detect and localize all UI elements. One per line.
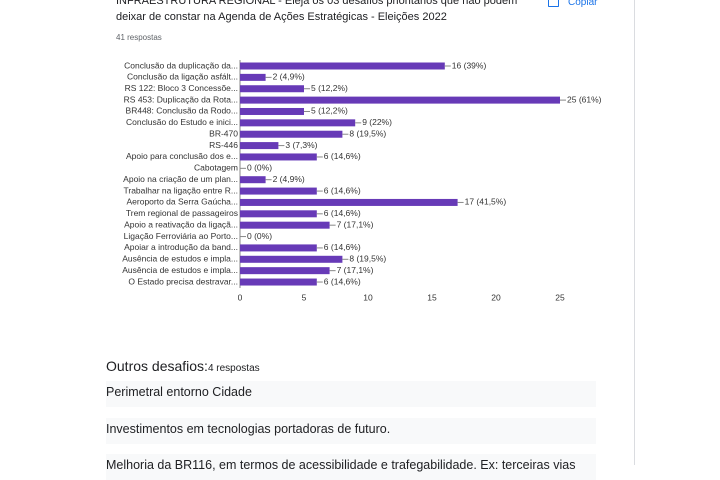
value-label: 3 (7,3%): [285, 140, 317, 150]
value-label: 6 (14,6%): [324, 276, 361, 286]
value-label: 7 (17,1%): [337, 219, 374, 229]
bar: [240, 107, 304, 115]
value-label: 7 (17,1%): [337, 265, 374, 275]
y-tick-label: Conclusão do Estudo e inici...: [126, 117, 238, 127]
bar: [240, 130, 343, 138]
other-title: Outros desafios:4 respostas: [106, 358, 260, 374]
x-tick-label: 20: [491, 292, 501, 302]
x-tick-label: 5: [302, 292, 307, 302]
value-label: 0 (0%): [247, 231, 272, 241]
bar: [240, 198, 458, 206]
value-label: 2 (4,9%): [273, 72, 305, 82]
y-tick-label: Apoio a reativação da ligaçã...: [124, 219, 238, 229]
other-title-text: Outros desafios:: [106, 358, 208, 374]
x-tick-label: 0: [238, 292, 243, 302]
bar: [240, 244, 317, 252]
y-tick-label: Ausência de estudos e impla...: [122, 254, 238, 264]
value-label: 5 (12,2%): [311, 83, 348, 93]
value-label: 0 (0%): [247, 163, 272, 173]
answer: Melhoria da BR116, em termos de acessibi…: [106, 454, 596, 480]
value-label: 8 (19,5%): [349, 254, 386, 264]
value-label: 17 (41,5%): [465, 197, 507, 207]
y-tick-label: Ligação Ferroviária ao Porto...: [124, 231, 238, 241]
copy-button[interactable]: Copiar: [568, 0, 598, 8]
y-tick-label: Cabotagem: [194, 163, 238, 173]
card: [634, 0, 635, 465]
y-tick-label: RS 453: Duplicação da Rota...: [124, 94, 238, 104]
value-label: 6 (14,6%): [324, 242, 361, 252]
y-tick-label: Apoio para conclusão dos e...: [126, 151, 238, 161]
bar: [240, 176, 266, 184]
bar: [240, 73, 266, 81]
question-title: INFRAESTRUTURA REGIONAL - Eleja os 03 de…: [116, 0, 518, 23]
y-tick-label: RS 122: Bloco 3 Concessõe...: [125, 83, 238, 93]
value-label: 6 (14,6%): [324, 208, 361, 218]
value-label: 5 (12,2%): [311, 106, 348, 116]
bar: [240, 210, 317, 218]
other-response-count: 4 respostas: [207, 363, 260, 374]
y-tick-label: Trem regional de passageiros: [126, 208, 238, 218]
bar: [240, 267, 330, 275]
y-tick-label: O Estado precisa destravar...: [128, 276, 238, 286]
y-tick-label: RS-446: [209, 140, 238, 150]
bar: [240, 96, 560, 104]
bar: [240, 142, 279, 150]
bar: [240, 119, 356, 127]
value-label: 25 (61%): [567, 94, 602, 104]
value-label: 6 (14,6%): [324, 185, 361, 195]
value-label: 2 (4,9%): [273, 174, 305, 184]
value-label: 9 (22%): [362, 117, 392, 127]
y-tick-label: Aeroporto da Serra Gaúcha...: [126, 197, 238, 207]
page: INFRAESTRUTURA REGIONAL - Eleja os 03 de…: [106, 0, 635, 472]
response-count: 41 respostas: [116, 33, 162, 42]
y-tick-label: Trabalhar na ligação entre R...: [124, 185, 239, 195]
y-tick-label: Conclusão da ligação asfált...: [127, 72, 238, 82]
bar: [240, 85, 304, 93]
bar: [240, 62, 445, 70]
answer: Perimetral entorno Cidade: [106, 381, 596, 407]
x-tick-label: 15: [427, 292, 437, 302]
bar: [240, 187, 317, 195]
y-tick-label: Apoiar a introdução da band...: [124, 242, 238, 252]
x-tick-label: 10: [363, 292, 373, 302]
bar: [240, 255, 343, 263]
chart: 0 5 10 15 20 25 Conclusão da duplicação da... 1…: [122, 60, 602, 302]
y-tick-label: Conclusão da duplicação da...: [124, 60, 238, 70]
bar: [240, 153, 317, 161]
bar: [240, 221, 330, 229]
y-tick-label: Apoio na criação de um plan...: [123, 174, 238, 184]
value-label: 16 (39%): [452, 60, 487, 70]
x-tick-label: 25: [555, 292, 565, 302]
answer: Investimentos em tecnologias portadoras …: [106, 418, 596, 444]
bar: [240, 278, 317, 286]
y-tick-label: BR-470: [209, 128, 238, 138]
value-label: 6 (14,6%): [324, 151, 361, 161]
value-label: 8 (19,5%): [349, 128, 386, 138]
y-tick-label: Ausência de estudos e impla...: [122, 265, 238, 275]
copy-icon[interactable]: [548, 0, 559, 7]
y-tick-label: BR448: Conclusão da Rodo...: [126, 106, 238, 116]
